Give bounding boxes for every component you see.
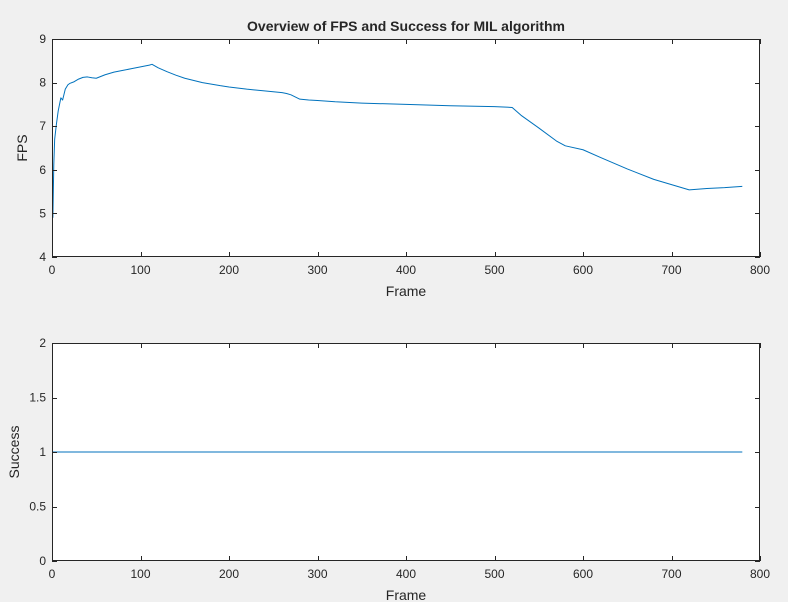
fps-axes-background	[52, 39, 760, 257]
success-subplot: 0 100 200 300 400 500 600 700 800 0 0.5 1 1.5 2 Frame S…	[6, 336, 770, 602]
fps-series-line	[52, 63, 743, 218]
success-xtick-label: 400	[396, 567, 416, 581]
fps-xtick-label: 200	[219, 263, 239, 277]
fps-subplot: 0 100 200 300 400 500 600 700 800 4 5 6 7 8 9 Frame FPS O…	[14, 18, 770, 299]
success-y-axis-label: Success	[6, 426, 22, 479]
success-ytick-label: 1.5	[29, 391, 46, 405]
success-xtick-label: 300	[307, 567, 327, 581]
fps-y-axis-label: FPS	[14, 134, 30, 161]
success-ytick-label: 0	[39, 554, 46, 568]
fps-xtick-label: 800	[750, 263, 770, 277]
fps-ytick-label: 6	[39, 163, 46, 177]
fps-xtick-label: 300	[307, 263, 327, 277]
fps-chart-title: Overview of FPS and Success for MIL algo…	[247, 18, 565, 34]
fps-xtick-label: 100	[130, 263, 150, 277]
fps-xtick-label: 700	[661, 263, 681, 277]
success-xtick-label: 600	[573, 567, 593, 581]
success-xtick-label: 0	[49, 567, 56, 581]
fps-ytick-label: 4	[39, 250, 46, 264]
success-ytick-label: 1	[39, 445, 46, 459]
success-xtick-label: 200	[219, 567, 239, 581]
fps-xtick-label: 600	[573, 263, 593, 277]
fps-xtick-label: 400	[396, 263, 416, 277]
success-xtick-label: 700	[661, 567, 681, 581]
success-ytick-label: 0.5	[29, 500, 46, 514]
success-xtick-label: 100	[130, 567, 150, 581]
success-x-axis-label: Frame	[386, 587, 427, 602]
fps-xtick-label: 0	[49, 263, 56, 277]
success-ytick-label: 2	[39, 336, 46, 350]
fps-x-axis-label: Frame	[386, 283, 427, 299]
success-xtick-label: 500	[484, 567, 504, 581]
fps-ytick-label: 8	[39, 76, 46, 90]
fps-xtick-label: 500	[484, 263, 504, 277]
success-xtick-label: 800	[750, 567, 770, 581]
fps-ytick-label: 7	[39, 119, 46, 133]
fps-ytick-label: 9	[39, 32, 46, 46]
fps-ytick-label: 5	[39, 206, 46, 220]
